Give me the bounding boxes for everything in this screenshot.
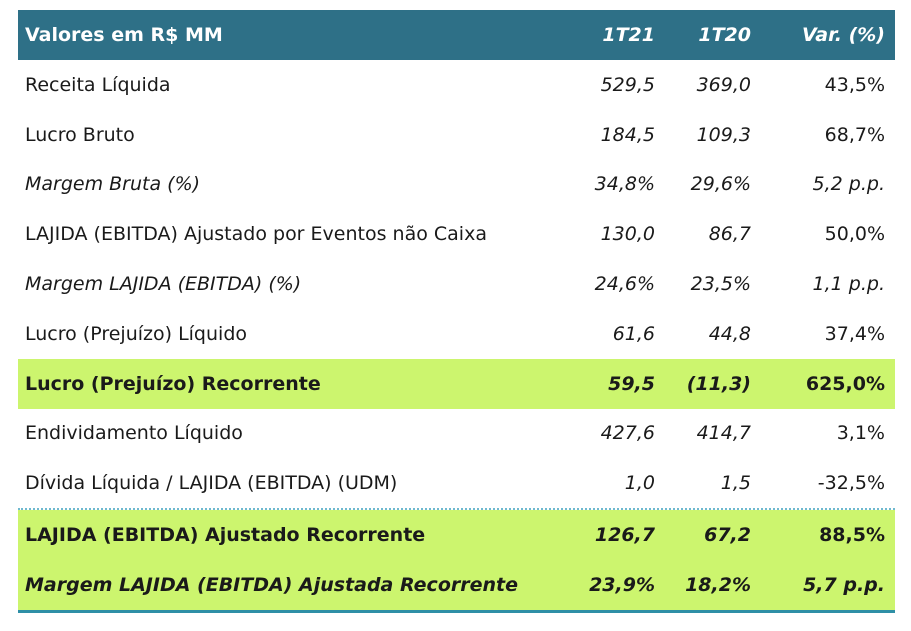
table-row: LAJIDA (EBITDA) Ajustado por Eventos não… [18,209,895,259]
value-1t20: 44,8 [708,322,751,345]
value-1t21: 126,7 [594,524,655,547]
value-variation: 43,5% [824,73,885,96]
row-label: Margem LAJIDA (EBITDA) (%) [25,273,302,296]
row-label: Lucro Bruto [25,123,135,146]
header-variation: Var. (%) [802,24,885,46]
value-1t20: 29,6% [690,173,751,196]
table-row: Margem LAJIDA (EBITDA) (%) 24,6% 23,5% 1… [18,259,895,309]
table-header: Valores em R$ MM 1T21 1T20 Var. (%) [18,10,895,60]
value-variation: 1,1 p.p. [812,273,885,296]
value-1t20: 369,0 [696,73,751,96]
value-1t20: (11,3) [686,372,751,395]
value-variation: 68,7% [824,123,885,146]
value-1t20: 414,7 [696,422,751,445]
row-label: Receita Líquida [25,73,171,96]
value-1t21: 427,6 [600,422,655,445]
value-variation: 88,5% [819,524,885,547]
table-row-highlighted: LAJIDA (EBITDA) Ajustado Recorrente 126,… [18,510,895,560]
row-label: Dívida Líquida / LAJIDA (EBITDA) (UDM) [25,472,398,495]
table-row: Lucro (Prejuízo) Líquido 61,6 44,8 37,4% [18,309,895,359]
table-row: Margem Bruta (%) 34,8% 29,6% 5,2 p.p. [18,160,895,210]
table-row: Lucro Bruto 184,5 109,3 68,7% [18,110,895,160]
bottom-rule [18,609,895,613]
value-1t21: 61,6 [612,322,655,345]
value-1t21: 23,9% [589,573,655,596]
value-1t21: 130,0 [600,223,655,246]
table-row: Receita Líquida 529,5 369,0 43,5% [18,60,895,110]
value-1t20: 86,7 [708,223,751,246]
row-label: LAJIDA (EBITDA) Ajustado Recorrente [25,524,426,547]
value-1t21: 34,8% [594,173,655,196]
value-1t20: 109,3 [696,123,751,146]
header-1t20: 1T20 [698,24,751,46]
row-label: Endividamento Líquido [25,422,243,445]
table-row: Endividamento Líquido 427,6 414,7 3,1% [18,409,895,459]
value-1t20: 18,2% [685,573,751,596]
value-1t20: 67,2 [704,524,751,547]
value-1t21: 24,6% [594,273,655,296]
table-row-highlighted: Lucro (Prejuízo) Recorrente 59,5 (11,3) … [18,358,895,409]
row-label: LAJIDA (EBITDA) Ajustado por Eventos não… [25,223,487,246]
table-row-highlighted: Margem LAJIDA (EBITDA) Ajustada Recorren… [18,559,895,610]
header-label: Valores em R$ MM [25,24,223,46]
value-1t20: 1,5 [720,472,751,495]
table-row: Dívida Líquida / LAJIDA (EBITDA) (UDM) 1… [18,458,895,511]
row-label: Margem Bruta (%) [25,173,201,196]
value-variation: 625,0% [805,372,885,395]
value-1t21: 529,5 [600,73,655,96]
value-variation: 3,1% [836,422,885,445]
value-1t21: 1,0 [624,472,655,495]
value-variation: -32,5% [817,472,885,495]
value-1t20: 23,5% [690,273,751,296]
row-label: Lucro (Prejuízo) Recorrente [25,372,321,395]
value-1t21: 184,5 [600,123,655,146]
header-1t21: 1T21 [602,24,655,46]
value-variation: 50,0% [824,223,885,246]
row-label: Lucro (Prejuízo) Líquido [25,322,247,345]
value-1t21: 59,5 [608,372,655,395]
row-label: Margem LAJIDA (EBITDA) Ajustada Recorren… [25,573,518,596]
financial-summary-table: Valores em R$ MM 1T21 1T20 Var. (%) Rece… [18,10,895,613]
value-variation: 5,2 p.p. [812,173,885,196]
value-variation: 5,7 p.p. [803,573,885,596]
value-variation: 37,4% [824,322,885,345]
